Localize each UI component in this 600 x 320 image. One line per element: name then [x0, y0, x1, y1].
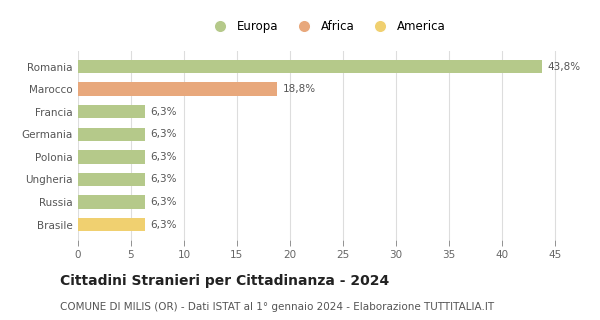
- Bar: [78, 82, 277, 96]
- Text: 6,3%: 6,3%: [150, 129, 176, 139]
- Bar: [78, 105, 145, 118]
- Text: 6,3%: 6,3%: [150, 152, 176, 162]
- Text: 43,8%: 43,8%: [547, 61, 581, 72]
- Text: 6,3%: 6,3%: [150, 107, 176, 117]
- Bar: [78, 218, 145, 231]
- Text: COMUNE DI MILIS (OR) - Dati ISTAT al 1° gennaio 2024 - Elaborazione TUTTITALIA.I: COMUNE DI MILIS (OR) - Dati ISTAT al 1° …: [60, 302, 494, 312]
- Bar: [78, 60, 542, 73]
- Bar: [78, 173, 145, 186]
- Text: 6,3%: 6,3%: [150, 220, 176, 230]
- Text: 6,3%: 6,3%: [150, 197, 176, 207]
- Bar: [78, 195, 145, 209]
- Text: 6,3%: 6,3%: [150, 174, 176, 184]
- Bar: [78, 128, 145, 141]
- Text: Cittadini Stranieri per Cittadinanza - 2024: Cittadini Stranieri per Cittadinanza - 2…: [60, 274, 389, 288]
- Text: 18,8%: 18,8%: [283, 84, 316, 94]
- Bar: [78, 150, 145, 164]
- Legend: Europa, Africa, America: Europa, Africa, America: [203, 16, 451, 38]
